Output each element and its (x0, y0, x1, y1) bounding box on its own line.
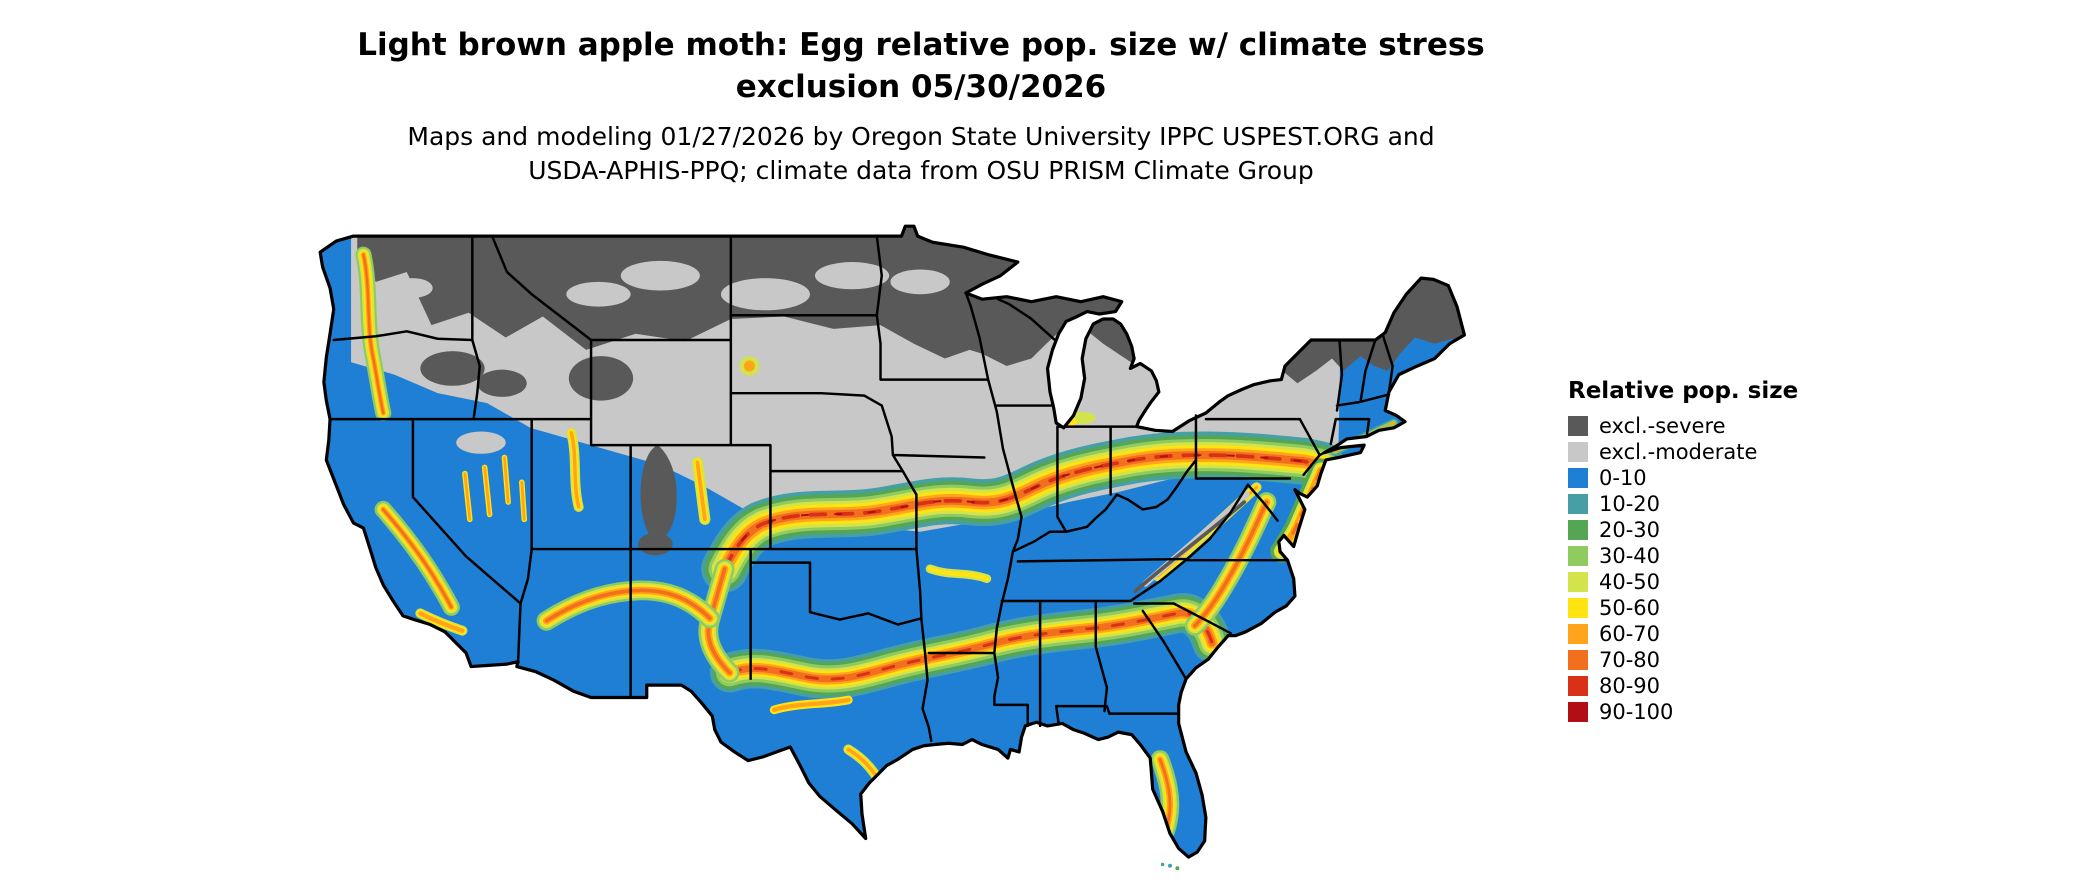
legend-label: excl.-severe (1599, 414, 1726, 438)
map-state-borders (328, 234, 1394, 743)
legend-item: 40-50 (1568, 569, 1828, 595)
legend-item: excl.-moderate (1568, 439, 1828, 465)
legend-item: 80-90 (1568, 673, 1828, 699)
legend-label: 70-80 (1599, 648, 1661, 672)
page-subtitle-line2: USDA-APHIS-PPQ; climate data from OSU PR… (528, 156, 1314, 185)
legend-swatch (1568, 572, 1588, 592)
page-title: Light brown apple moth: Egg relative pop… (0, 24, 1842, 108)
legend-item: 90-100 (1568, 699, 1828, 725)
legend-swatch (1568, 468, 1588, 488)
page-title-line1: Light brown apple moth: Egg relative pop… (357, 27, 1485, 63)
legend-swatch (1568, 598, 1588, 618)
legend-swatch (1568, 702, 1588, 722)
map-florida-keys (1160, 862, 1180, 871)
us-map-figure (268, 220, 1498, 888)
legend-item: 60-70 (1568, 621, 1828, 647)
legend-item: 30-40 (1568, 543, 1828, 569)
legend-items: excl.-severe excl.-moderate 0-10 10-20 20-30… (1568, 413, 1828, 725)
legend-label: 80-90 (1599, 674, 1661, 698)
us-map (318, 224, 1467, 871)
map-us-outline (318, 224, 1467, 859)
legend-label: 0-10 (1599, 466, 1647, 490)
legend-swatch (1568, 494, 1588, 514)
legend-label: 20-30 (1599, 518, 1661, 542)
legend-label: 30-40 (1599, 544, 1661, 568)
page-title-line2: exclusion 05/30/2026 (735, 69, 1107, 105)
legend-label: 60-70 (1599, 622, 1661, 646)
page-subtitle-line1: Maps and modeling 01/27/2026 by Oregon S… (407, 122, 1435, 151)
legend-label: 10-20 (1599, 492, 1661, 516)
legend: Relative pop. size excl.-severe excl.-mod… (1568, 378, 1828, 725)
legend-label: 40-50 (1599, 570, 1661, 594)
legend-swatch (1568, 416, 1588, 436)
legend-swatch (1568, 676, 1588, 696)
legend-title: Relative pop. size (1568, 378, 1799, 404)
legend-swatch (1568, 624, 1588, 644)
map-patches-moderate (393, 260, 950, 454)
legend-item: 70-80 (1568, 647, 1828, 673)
legend-label: 50-60 (1599, 596, 1661, 620)
legend-swatch (1568, 442, 1588, 462)
legend-item: 0-10 (1568, 465, 1828, 491)
legend-item: 20-30 (1568, 517, 1828, 543)
legend-swatch (1568, 546, 1588, 566)
legend-item: 50-60 (1568, 595, 1828, 621)
page-subtitle: Maps and modeling 01/27/2026 by Oregon S… (0, 120, 1842, 188)
legend-swatch (1568, 650, 1588, 670)
legend-item: excl.-severe (1568, 413, 1828, 439)
legend-item: 10-20 (1568, 491, 1828, 517)
legend-label: excl.-moderate (1599, 440, 1758, 464)
legend-label: 90-100 (1599, 700, 1674, 724)
legend-swatch (1568, 520, 1588, 540)
